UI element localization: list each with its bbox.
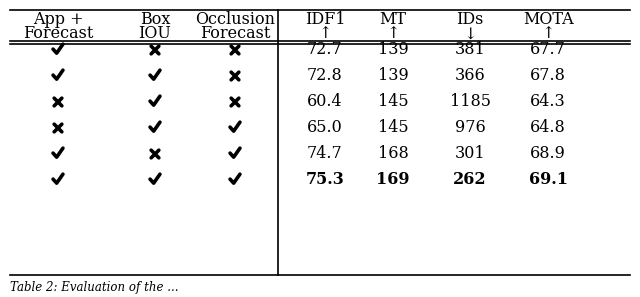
Text: 72.8: 72.8 <box>307 67 343 85</box>
Text: ↑: ↑ <box>387 26 400 42</box>
Text: 72.7: 72.7 <box>307 42 343 59</box>
Text: 145: 145 <box>378 94 408 110</box>
Text: 301: 301 <box>454 146 485 162</box>
Text: 74.7: 74.7 <box>307 146 343 162</box>
Text: Box: Box <box>140 10 170 28</box>
Text: IDs: IDs <box>456 10 484 28</box>
Text: Forecast: Forecast <box>200 26 270 42</box>
Text: 262: 262 <box>453 171 487 189</box>
Text: ↑: ↑ <box>318 26 332 42</box>
Text: 1185: 1185 <box>449 94 490 110</box>
Text: Occlusion: Occlusion <box>195 10 275 28</box>
Text: 65.0: 65.0 <box>307 119 343 137</box>
Text: 366: 366 <box>454 67 485 85</box>
Text: 75.3: 75.3 <box>306 171 344 189</box>
Text: 69.1: 69.1 <box>529 171 568 189</box>
Text: IOU: IOU <box>139 26 172 42</box>
Text: ↑: ↑ <box>541 26 555 42</box>
Text: 67.7: 67.7 <box>530 42 566 59</box>
Text: ↓: ↓ <box>463 26 477 42</box>
Text: 169: 169 <box>376 171 410 189</box>
Text: 139: 139 <box>378 67 408 85</box>
Text: Forecast: Forecast <box>23 26 93 42</box>
Text: 64.3: 64.3 <box>530 94 566 110</box>
Text: 976: 976 <box>454 119 485 137</box>
Text: MOTA: MOTA <box>523 10 573 28</box>
Text: Table 2: Evaluation of the ...: Table 2: Evaluation of the ... <box>10 281 179 294</box>
Text: 168: 168 <box>378 146 408 162</box>
Text: 60.4: 60.4 <box>307 94 343 110</box>
Text: 67.8: 67.8 <box>530 67 566 85</box>
Text: App +: App + <box>33 10 83 28</box>
Text: 64.8: 64.8 <box>530 119 566 137</box>
Text: IDF1: IDF1 <box>305 10 345 28</box>
Text: 68.9: 68.9 <box>530 146 566 162</box>
Text: MT: MT <box>380 10 406 28</box>
Text: 381: 381 <box>454 42 485 59</box>
Text: 139: 139 <box>378 42 408 59</box>
Text: 145: 145 <box>378 119 408 137</box>
